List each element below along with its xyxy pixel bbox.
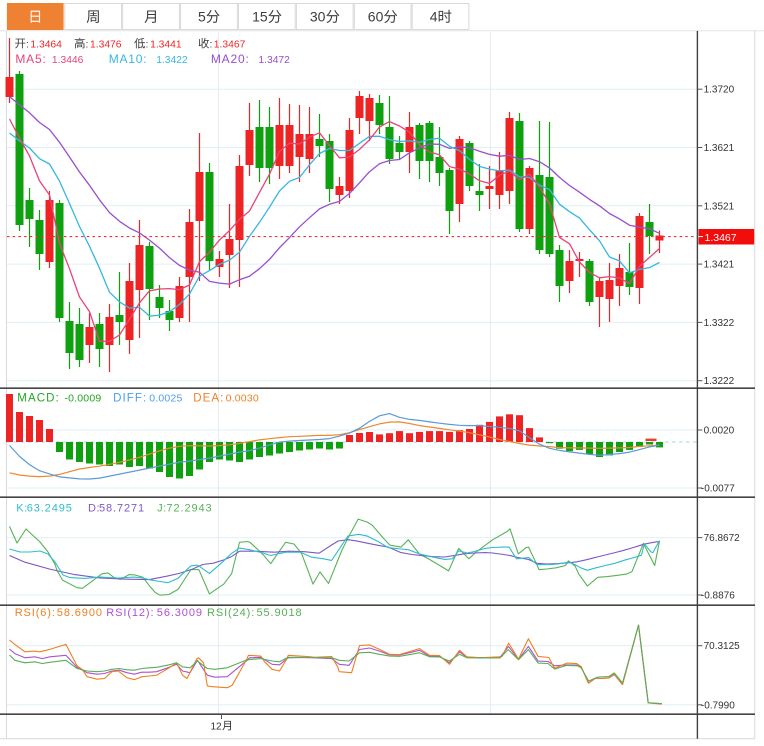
svg-text::: :	[146, 40, 149, 51]
svg-text:D:: D:	[88, 503, 100, 515]
svg-text:1.3446: 1.3446	[52, 55, 84, 66]
svg-text:MACD:: MACD:	[17, 393, 60, 405]
svg-text:70.3125: 70.3125	[704, 641, 741, 652]
svg-text:1.3222: 1.3222	[704, 376, 735, 387]
svg-text:K:: K:	[16, 503, 27, 515]
svg-text:0.0025: 0.0025	[149, 393, 182, 405]
svg-text::: :	[26, 40, 29, 51]
svg-text:-0.0077: -0.0077	[701, 484, 735, 495]
svg-text:1.3422: 1.3422	[156, 55, 188, 66]
svg-text:15: 15	[252, 9, 268, 25]
svg-text:-0.0009: -0.0009	[64, 393, 101, 405]
svg-text:-0.8876: -0.8876	[701, 591, 735, 602]
svg-text:58.6900: 58.6900	[57, 607, 103, 619]
svg-text::: :	[210, 40, 213, 51]
svg-text:1.3621: 1.3621	[704, 143, 735, 154]
svg-text:RSI(24):: RSI(24):	[207, 607, 255, 619]
svg-text:MA5:: MA5:	[15, 52, 46, 66]
svg-text:56.3009: 56.3009	[157, 607, 203, 619]
svg-text:30: 30	[310, 9, 326, 25]
svg-text:76.8672: 76.8672	[704, 533, 741, 544]
svg-text:1.3521: 1.3521	[704, 201, 735, 212]
svg-text:58.7271: 58.7271	[99, 503, 145, 515]
svg-text::: :	[86, 40, 89, 51]
svg-text:4: 4	[430, 9, 438, 25]
svg-text:5: 5	[198, 9, 206, 25]
svg-text:1.3467: 1.3467	[705, 232, 737, 244]
svg-text:RSI(6):: RSI(6):	[15, 607, 56, 619]
svg-text:60: 60	[368, 9, 384, 25]
svg-text:55.9018: 55.9018	[257, 607, 303, 619]
svg-text:12: 12	[211, 722, 223, 733]
svg-text:1.3464: 1.3464	[30, 40, 62, 51]
svg-text:1.3476: 1.3476	[90, 40, 122, 51]
svg-text:72.2943: 72.2943	[167, 503, 213, 515]
svg-text:0.0020: 0.0020	[704, 426, 735, 437]
svg-text:RSI(12):: RSI(12):	[106, 607, 154, 619]
svg-text:0.0030: 0.0030	[226, 393, 259, 405]
svg-text:MA10:: MA10:	[109, 52, 148, 66]
svg-text:-0.7990: -0.7990	[701, 700, 735, 711]
svg-text:DIFF:: DIFF:	[113, 393, 147, 405]
svg-text:1.3467: 1.3467	[214, 40, 246, 51]
svg-text:1.3720: 1.3720	[704, 85, 735, 96]
svg-text:DEA:: DEA:	[193, 393, 224, 405]
svg-text:1.3441: 1.3441	[150, 40, 182, 51]
svg-text:63.2495: 63.2495	[27, 503, 73, 515]
svg-text:J:: J:	[157, 503, 167, 515]
svg-text:1.3472: 1.3472	[258, 55, 290, 66]
svg-text:MA20:: MA20:	[211, 52, 250, 66]
svg-text:1.3322: 1.3322	[704, 318, 735, 329]
svg-text:1.3421: 1.3421	[704, 260, 735, 271]
